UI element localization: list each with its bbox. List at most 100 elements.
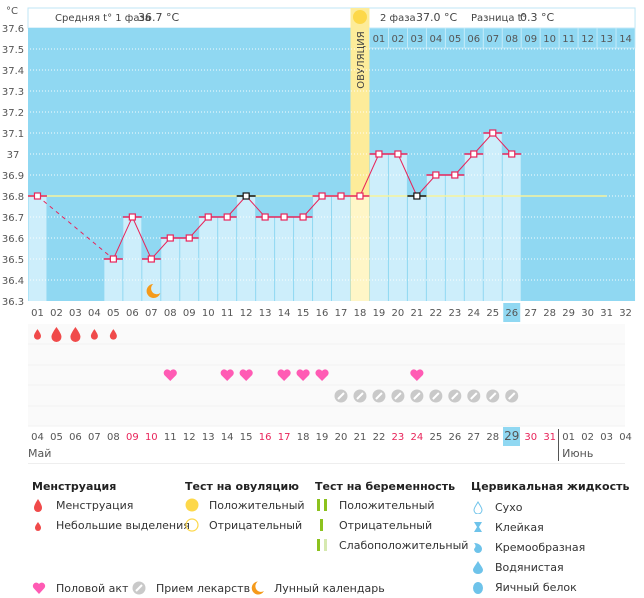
- calendar-date[interactable]: 13: [201, 432, 215, 443]
- pill-icon-stripe: [470, 392, 478, 400]
- temperature-bar: [502, 154, 521, 301]
- calendar-date[interactable]: 26: [448, 432, 462, 443]
- temperature-point: [147, 255, 155, 263]
- legend-label: Прием лекарств: [156, 581, 251, 595]
- temperature-bar: [180, 238, 199, 301]
- x-tick-label: 18: [354, 308, 367, 319]
- calendar-date[interactable]: 19: [315, 432, 329, 443]
- x-tick-label: 15: [297, 308, 310, 319]
- temperature-point: [394, 150, 402, 158]
- x-tick-label: 19: [373, 308, 386, 319]
- calendar-date[interactable]: 06: [69, 432, 82, 443]
- phase1-label: Средняя t° 1 фаза: [55, 13, 151, 24]
- temperature-point: [337, 192, 345, 200]
- calendar-date[interactable]: 24: [410, 432, 424, 443]
- calendar-date[interactable]: 04: [31, 432, 44, 443]
- temperature-point: [299, 213, 307, 221]
- calendar-date[interactable]: 11: [163, 432, 177, 443]
- phase2-day-label: 13: [600, 34, 613, 45]
- y-tick-label: 36.7: [2, 213, 24, 224]
- temperature-point: [223, 213, 231, 221]
- legend-menstruation: Менструация: [32, 498, 133, 512]
- pill-icon-stripe: [394, 392, 402, 400]
- x-tick-label: 26: [505, 308, 518, 319]
- calendar-date[interactable]: 15: [239, 432, 253, 443]
- calendar-date[interactable]: 16: [258, 432, 272, 443]
- calendar-date[interactable]: 30: [524, 432, 538, 443]
- phase2-day-label: 08: [505, 34, 518, 45]
- legend-label: Половой акт: [56, 581, 129, 595]
- temperature-point: [242, 192, 250, 200]
- legend-cervical-sticky: Клейкая: [471, 520, 544, 534]
- calendar-date[interactable]: 03: [600, 432, 613, 443]
- temperature-point: [280, 213, 288, 221]
- legend-title-menstruation: Менструация: [32, 480, 117, 493]
- calendar-date[interactable]: 22: [372, 432, 386, 443]
- temperature-point: [261, 213, 269, 221]
- calendar-date[interactable]: 02: [581, 432, 594, 443]
- x-tick-label: 27: [524, 308, 537, 319]
- calendar-date[interactable]: 04: [619, 432, 632, 443]
- calendar-date[interactable]: 29: [504, 429, 520, 443]
- temperature-point: [128, 213, 136, 221]
- calendar-date[interactable]: 20: [334, 432, 348, 443]
- phase2-day-label: 02: [392, 34, 405, 45]
- blood-drop-icon: [32, 498, 48, 512]
- y-tick-label: 37.3: [2, 87, 24, 98]
- pill-icon-stripe: [356, 392, 364, 400]
- calendar-date[interactable]: 08: [107, 432, 120, 443]
- calendar-date[interactable]: 21: [353, 432, 367, 443]
- temperature-bar: [256, 217, 275, 301]
- heart-icon: [220, 369, 234, 381]
- x-tick-label: 01: [31, 308, 44, 319]
- calendar-date[interactable]: 05: [50, 432, 63, 443]
- temperature-bar: [350, 196, 369, 301]
- y-tick-label: 36.9: [2, 171, 24, 182]
- diff-value: 0.3 °C: [520, 11, 554, 24]
- y-tick-label: 36.4: [2, 276, 24, 287]
- calendar-date[interactable]: 18: [296, 432, 310, 443]
- legend-pregnancy-weak: Слабоположительный: [315, 538, 468, 552]
- temperature-bar: [104, 259, 123, 301]
- calendar-date[interactable]: 09: [125, 432, 139, 443]
- phase2-day-label: 09: [524, 34, 537, 45]
- x-tick-label: 16: [316, 308, 329, 319]
- calendar-date[interactable]: 28: [486, 432, 500, 443]
- phase1-value: 36.7 °C: [138, 11, 179, 24]
- x-tick-label: 09: [183, 308, 196, 319]
- pill-icon-stripe: [432, 392, 440, 400]
- calendar-date[interactable]: 10: [144, 432, 158, 443]
- legend-label: Водянистая: [495, 560, 564, 574]
- y-tick-label: 36.3: [2, 297, 24, 308]
- two-bars-icon: [315, 498, 331, 512]
- calendar-date[interactable]: 12: [182, 432, 196, 443]
- calendar-date[interactable]: 25: [429, 432, 443, 443]
- calendar-date[interactable]: 17: [277, 432, 291, 443]
- temperature-point: [356, 192, 364, 200]
- legend-label: Кремообразная: [495, 540, 586, 554]
- calendar-date[interactable]: 01: [562, 432, 576, 443]
- phase2-day-label: 11: [562, 34, 575, 45]
- calendar-date[interactable]: 23: [391, 432, 405, 443]
- legend-label: Положительный: [209, 498, 305, 512]
- calendar-date[interactable]: 07: [88, 432, 101, 443]
- legend-label: Отрицательный: [339, 518, 433, 532]
- legend-label: Небольшие выделения: [56, 518, 190, 532]
- x-tick-label: 08: [164, 308, 177, 319]
- heart-icon: [163, 369, 177, 381]
- x-tick-label: 05: [107, 308, 120, 319]
- calendar-bottom-border: [28, 463, 625, 464]
- x-tick-label: 06: [126, 308, 139, 319]
- calendar-date[interactable]: 31: [543, 432, 557, 443]
- menstruation-drop-icon: [33, 329, 41, 340]
- calendar-date[interactable]: 14: [220, 432, 234, 443]
- temperature-line: [112, 216, 133, 260]
- menstruation-drop-icon: [90, 329, 98, 340]
- legend-label: Слабоположительный: [339, 538, 469, 552]
- menstruation-drop-icon: [51, 327, 62, 342]
- x-tick-label: 28: [543, 308, 556, 319]
- temperature-point: [413, 192, 421, 200]
- pill-icon-stripe: [451, 392, 459, 400]
- legend-title-ovulation-test: Тест на овуляцию: [185, 480, 299, 493]
- calendar-date[interactable]: 27: [467, 432, 481, 443]
